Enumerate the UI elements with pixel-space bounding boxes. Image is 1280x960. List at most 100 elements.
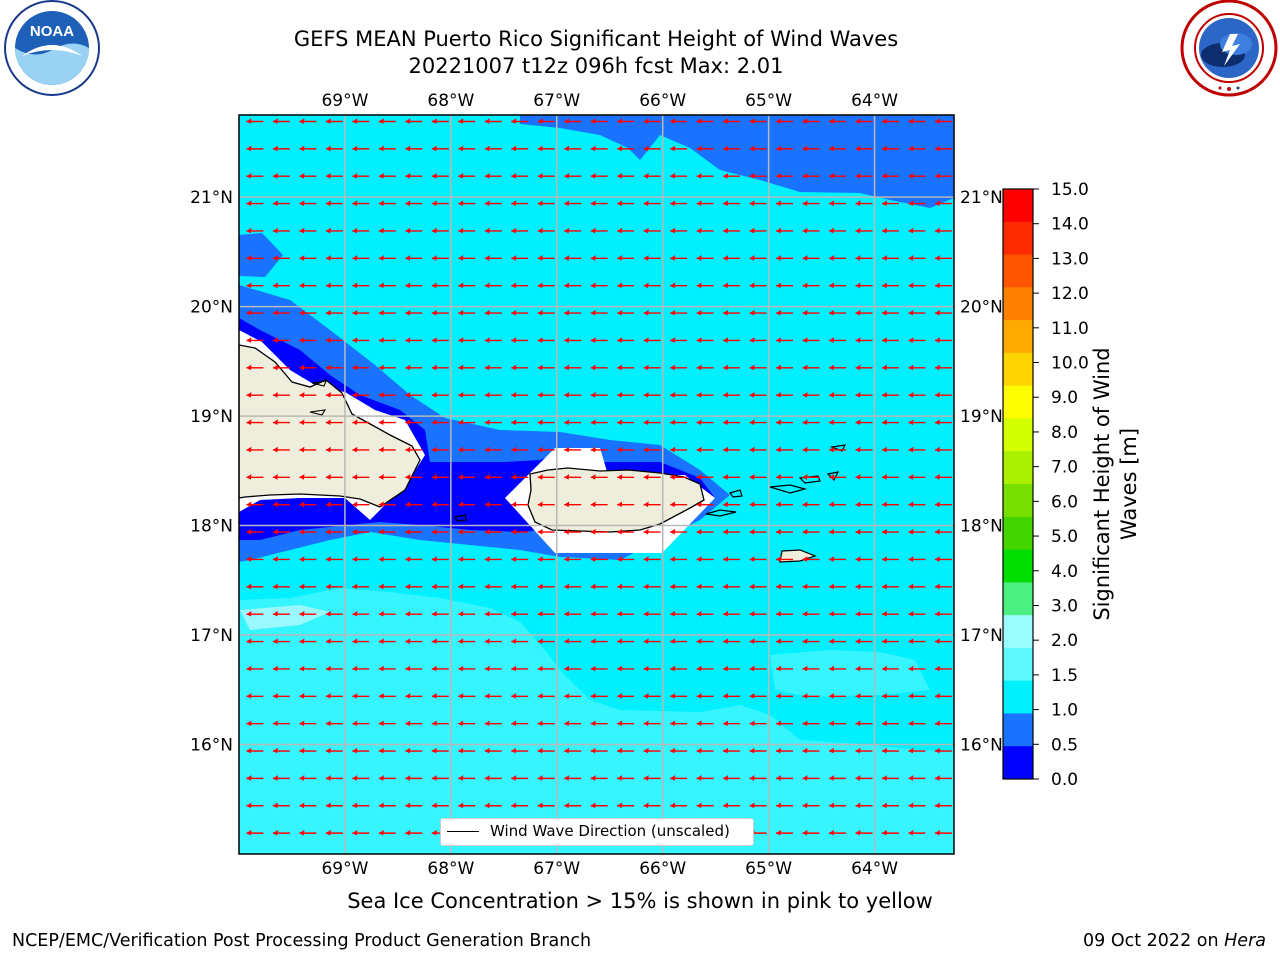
map-legend: Wind Wave Direction (unscaled) [440,818,754,846]
noaa-logo-text: NOAA [30,23,74,40]
wind-wave-arrow [934,309,952,316]
wind-wave-arrow [696,802,714,809]
wind-wave-arrow [378,802,396,809]
wind-wave-arrow [458,309,476,316]
wind-wave-arrow [723,173,741,179]
wind-wave-arrow [670,775,688,781]
wind-wave-arrow [643,419,661,425]
wind-wave-arrow [829,665,846,672]
wind-wave-arrow [908,255,926,261]
wind-wave-arrow [458,255,476,261]
wind-wave-arrow [590,145,608,152]
wind-wave-arrow [246,583,264,590]
wind-wave-arrow [696,173,714,179]
wind-wave-arrow [749,282,767,289]
wind-wave-arrow [484,200,502,207]
wind-wave-arrow [590,419,608,425]
wind-wave-arrow [484,638,502,644]
wind-wave-arrow [776,665,794,672]
wind-wave-arrow [484,309,502,316]
lon-label-top: 65°W [745,91,792,111]
wind-wave-arrow [537,583,555,590]
wind-wave-arrow [378,419,396,425]
wind-wave-arrow [934,364,952,371]
wind-wave-arrow [749,309,767,316]
wind-wave-arrow [829,227,846,234]
wind-wave-arrow [776,638,794,644]
wind-wave-arrow [537,145,555,152]
wind-wave-arrow [855,747,873,754]
wind-wave-arrow [617,747,635,754]
wind-wave-arrow [934,474,952,480]
wind-wave-arrow [829,720,846,727]
wind-wave-arrow [511,364,529,371]
wind-wave-arrow [670,638,688,644]
wind-wave-arrow [458,501,476,508]
wind-wave-arrow [272,665,290,672]
wind-wave-arrow [272,747,290,754]
lat-label-right: 17°N [960,626,1003,646]
wind-wave-arrow [511,309,529,316]
wind-wave-arrow [325,610,343,617]
wind-wave-arrow [246,693,264,699]
wind-wave-arrow [405,610,423,617]
wind-wave-arrow [405,747,423,754]
wind-wave-arrow [299,227,317,234]
wind-wave-arrow [829,391,846,398]
wind-wave-arrow [749,419,767,425]
wind-wave-arrow [855,364,873,371]
wind-wave-arrow [802,665,820,672]
wind-wave-arrow [696,309,714,316]
colorbar-tick-label: 4.0 [1051,562,1078,582]
wind-wave-arrow [802,474,820,480]
wind-wave-arrow [696,556,714,562]
wind-wave-arrow [723,720,741,727]
map-field [239,115,954,854]
wind-wave-arrow [802,610,820,617]
wind-wave-arrow [246,255,264,261]
wind-wave-arrow [352,309,370,316]
wind-wave-arrow [829,118,846,124]
wind-wave-arrow [246,200,264,207]
wind-wave-arrow [458,474,476,480]
wind-wave-arrow [272,173,290,179]
wind-wave-arrow [749,802,767,809]
wind-wave-arrow [643,556,661,562]
wind-wave-arrow [908,583,926,590]
wind-wave-arrow [590,747,608,754]
wind-wave-arrow [299,610,317,617]
wind-wave-arrow [458,118,476,124]
wind-wave-arrow [246,556,264,562]
wind-wave-arrow [749,638,767,644]
wind-wave-arrow [246,501,264,508]
wind-wave-arrow [458,364,476,371]
wind-wave-arrow [246,829,264,836]
wind-wave-arrow [378,145,396,152]
wind-wave-arrow [458,419,476,425]
wind-wave-arrow [537,337,555,343]
wind-wave-arrow [802,364,820,371]
wind-wave-arrow [511,391,529,398]
wind-wave-arrow [537,446,555,453]
wind-wave-arrow [776,501,794,508]
wind-wave-arrow [696,337,714,343]
wind-wave-arrow [696,118,714,124]
wind-wave-arrow [272,118,290,124]
wind-wave-arrow [670,282,688,289]
wind-wave-arrow [564,556,582,562]
wind-wave-arrow [670,391,688,398]
wind-wave-arrow [299,638,317,644]
sea-ice-note: Sea Ice Concentration > 15% is shown in … [347,889,933,913]
lon-label-bottom: 64°W [851,859,898,879]
wind-wave-arrow [590,610,608,617]
wind-wave-arrow [484,173,502,179]
wind-wave-arrow [590,720,608,727]
wind-wave-arrow [325,282,343,289]
wind-wave-arrow [564,337,582,343]
wind-wave-arrow [934,829,952,836]
wind-wave-arrow [299,282,317,289]
wind-wave-arrow [855,693,873,699]
wind-wave-arrow [908,446,926,453]
colorbar-tick-label: 7.0 [1051,458,1078,478]
wind-wave-arrow [908,173,926,179]
